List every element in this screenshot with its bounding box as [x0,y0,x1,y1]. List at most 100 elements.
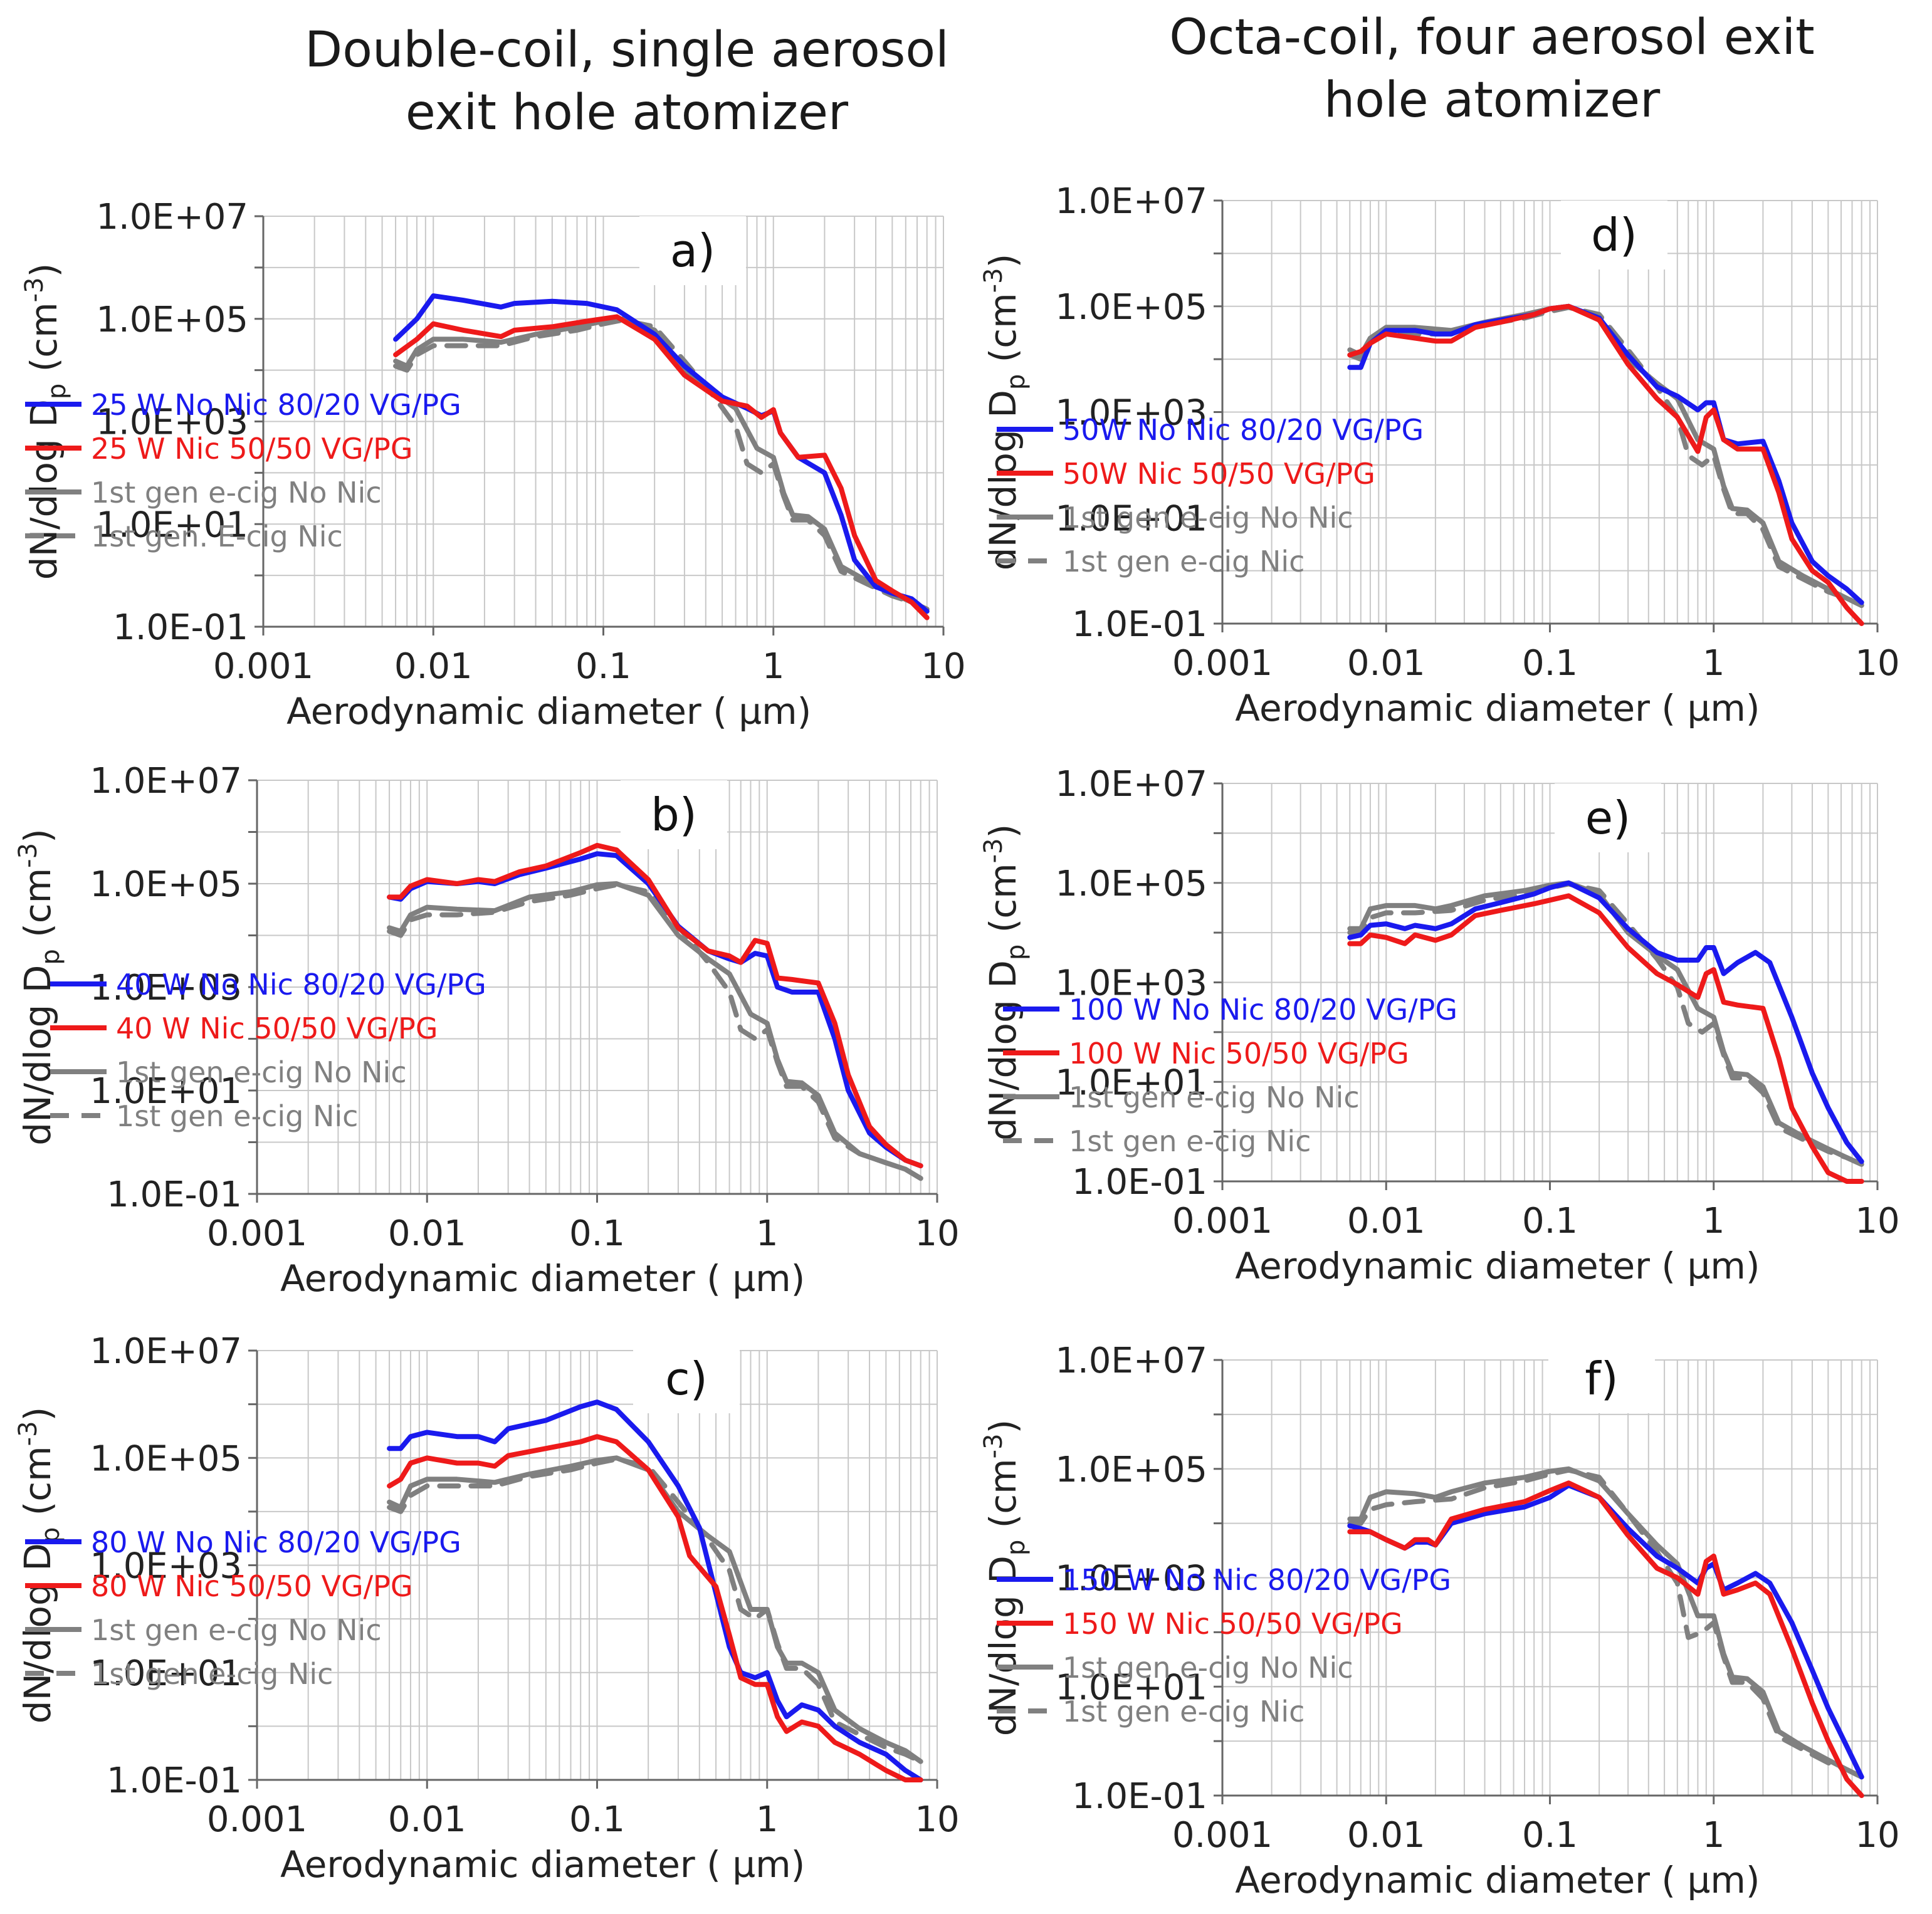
panel-label-f: f) [1585,1352,1618,1405]
legend-label: 1st gen. E-cig Nic [91,520,343,553]
x-tick-label: 0.01 [1347,1815,1425,1856]
x-tick-label: 1 [1703,643,1725,684]
x-axis-label: Aerodynamic diameter ( µm) [1235,1245,1760,1287]
y-tick-label: 1.0E+01 [1055,498,1207,539]
x-tick-label: 0.1 [1522,643,1578,684]
panel-label-box [1561,201,1667,269]
legend-label: 1st gen e-cig Nic [116,1099,358,1133]
series-line-d-2 [1347,303,1864,609]
x-axis-label: Aerodynamic diameter ( µm) [280,1843,805,1886]
x-tick-label: 0.1 [575,646,631,687]
panel-label-box [633,1344,740,1413]
y-tick-label: 1.0E+03 [96,402,248,443]
series-line-d-3 [1347,305,1864,609]
legend-d: 50W No Nic 80/20 VG/PG 50W Nic 50/50 VG/P… [997,413,1424,578]
x-tick-label: 0.001 [207,1799,307,1840]
x-tick-label: 0.001 [1172,1201,1273,1242]
column-title-right: Octa-coil, four aerosol exit hole atomiz… [1084,6,1899,132]
chart-svg-f: 1.0E-01 1.0E+01 1.0E+03 1.0E+05 1.0E+07 0.001… [979,1341,1900,1901]
x-tick-label: 1 [1703,1201,1725,1242]
x-tick-label: 10 [1855,643,1899,684]
chart-svg-b: 1.0E-01 1.0E+01 1.0E+03 1.0E+05 1.0E+07 0.001… [14,761,960,1300]
x-tick-label: 0.001 [1172,1815,1273,1856]
legend-label: 1st gen e-cig No Nic [91,1613,382,1647]
x-tick-label: 0.01 [388,1799,466,1840]
y-tick-label: 1.0E+03 [90,968,242,1008]
chart-panel-a: 1.0E-01 1.0E+01 1.0E+03 1.0E+05 1.0E+07 0.001… [0,188,966,752]
panel-label-e: e) [1585,792,1630,844]
series-line-c-3 [387,1456,923,1764]
y-axis-label: dN/dlog Dp (cm-3) [20,263,71,580]
x-tick-label: 0.01 [1347,643,1425,684]
series-line-f-2 [1347,1466,1864,1780]
x-tick-label: 0.01 [1347,1201,1425,1242]
x-tick-label: 1 [756,1213,779,1254]
y-axis-label: dN/dlog Dp (cm-3) [979,824,1031,1141]
y-tick-label: 1.0E+03 [1055,963,1207,1004]
panel-label-d: d) [1591,209,1637,261]
y-tick-label: 1.0E-01 [1072,1162,1207,1203]
legend-e: 100 W No Nic 80/20 VG/PG 100 W Nic 50/50 … [1003,993,1457,1158]
x-axis-label: Aerodynamic diameter ( µm) [1235,1859,1760,1901]
gridlines-d [1222,200,1878,624]
x-tick-label: 0.1 [1522,1201,1578,1242]
y-tick-label: 1.0E+03 [90,1546,242,1587]
y-tick-label: 1.0E-01 [1072,604,1207,645]
series-line-a-2 [393,316,930,612]
y-tick-label: 1.0E-01 [107,1760,242,1801]
y-tick-label: 1.0E+01 [1055,1062,1207,1103]
y-tick-label: 1.0E+05 [1055,864,1207,904]
chart-svg-e: 1.0E-01 1.0E+01 1.0E+03 1.0E+05 1.0E+07 0.001… [979,764,1900,1287]
legend-f: 150 W No Nic 80/20 VG/PG 150 W Nic 50/50 … [997,1563,1451,1728]
chart-panel-e: 1.0E-01 1.0E+01 1.0E+03 1.0E+05 1.0E+07 0.001… [978,752,1931,1310]
series-line-e-3 [1347,881,1864,1167]
x-tick-label: 10 [1855,1201,1899,1242]
chart-panel-b: 1.0E-01 1.0E+01 1.0E+03 1.0E+05 1.0E+07 0.001… [0,752,965,1310]
x-tick-label: 0.01 [388,1213,466,1254]
legend-label: 25 W No Nic 80/20 VG/PG [91,388,461,422]
series-line-f-1 [1347,1480,1864,1798]
y-tick-label: 1.0E+07 [96,197,248,238]
y-tick-label: 1.0E+03 [1055,1559,1207,1599]
x-tick-label: 0.001 [1172,643,1273,684]
panel-label-b: b) [651,788,697,841]
y-tick-label: 1.0E-01 [1072,1776,1207,1817]
y-tick-label: 1.0E+05 [96,300,248,340]
x-tick-label: 1 [762,646,785,687]
y-tick-label: 1.0E+07 [1055,181,1207,222]
legend-label: 1st gen e-cig No Nic [91,476,382,510]
chart-svg-c: 1.0E-01 1.0E+01 1.0E+03 1.0E+05 1.0E+07 0.001… [14,1331,960,1886]
y-tick-label: 1.0E+05 [1055,1450,1207,1490]
y-tick-label: 1.0E+01 [96,505,248,545]
legend-label: 50W Nic 50/50 VG/PG [1063,457,1375,491]
legend-label: 1st gen e-cig Nic [1063,1695,1305,1728]
series-line-c-2 [387,1455,923,1764]
x-axis-label: Aerodynamic diameter ( µm) [1235,687,1760,730]
y-tick-label: 1.0E+07 [1055,764,1207,805]
x-tick-label: 0.01 [394,646,473,687]
y-tick-label: 1.0E+05 [90,1438,242,1479]
y-tick-label: 1.0E+07 [90,1331,242,1372]
chart-svg-a: 1.0E-01 1.0E+01 1.0E+03 1.0E+05 1.0E+07 0.001… [20,197,966,733]
y-axis-label: dN/dlog Dp (cm-3) [979,1420,1031,1736]
x-tick-label: 0.1 [569,1799,625,1840]
x-axis-label: Aerodynamic diameter ( µm) [286,690,811,733]
series-line-e-1 [1347,893,1864,1184]
y-axis-label: dN/dlog Dp (cm-3) [14,829,65,1145]
series-line-e-0 [1347,880,1864,1164]
chart-svg-d: 1.0E-01 1.0E+01 1.0E+03 1.0E+05 1.0E+07 0.001… [979,181,1900,730]
y-tick-label: 1.0E+05 [1055,287,1207,328]
x-tick-label: 1 [756,1799,779,1840]
x-tick-label: 0.1 [1522,1815,1578,1856]
x-tick-label: 10 [915,1799,959,1840]
y-tick-label: 1.0E+01 [1055,1667,1207,1708]
legend-label: 100 W Nic 50/50 VG/PG [1069,1037,1409,1070]
y-tick-label: 1.0E+03 [1055,393,1207,434]
panel-label-box [639,216,746,285]
y-tick-label: 1.0E+07 [90,761,242,802]
legend-label: 1st gen e-cig No Nic [1063,501,1353,535]
legend-label: 100 W No Nic 80/20 VG/PG [1069,993,1457,1027]
y-tick-label: 1.0E+01 [90,1653,242,1694]
legend-b: 40 W No Nic 80/20 VG/PG 40 W Nic 50/50 VG… [50,968,486,1133]
x-tick-label: 10 [921,646,965,687]
